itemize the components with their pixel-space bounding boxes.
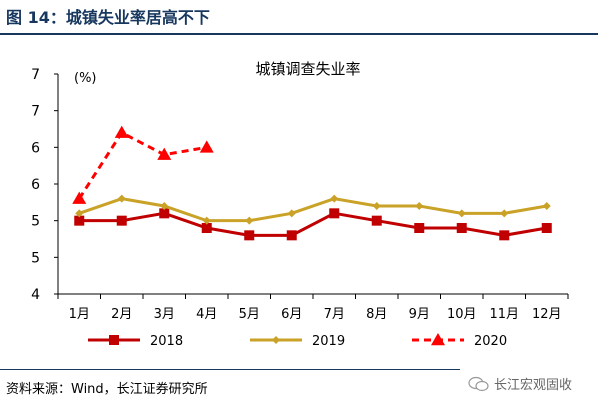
- data-point-2020: [114, 125, 129, 138]
- series-2019: [75, 194, 551, 225]
- legend-item-2019: 2019: [250, 334, 345, 349]
- y-tick-label: 4: [31, 287, 40, 303]
- x-tick-label: 8月: [366, 307, 387, 322]
- y-axis-unit: (%): [74, 71, 97, 86]
- x-tick-label: 11月: [489, 307, 519, 322]
- data-point-2018: [329, 208, 340, 219]
- legend-swatch-marker: [272, 336, 280, 344]
- legend-item-2018: 2018: [88, 334, 183, 349]
- title-divider: [0, 33, 598, 35]
- y-tick-label: 6: [31, 140, 40, 156]
- y-tick-label: 7: [31, 104, 40, 120]
- data-point-2019: [160, 202, 169, 210]
- legend-item-2020: 2020: [412, 333, 507, 349]
- series-2020: [72, 125, 214, 204]
- watermark-text: 长江宏观固收: [494, 378, 573, 393]
- wechat-icon: [468, 376, 489, 391]
- data-point-2019: [500, 209, 509, 218]
- data-point-2018: [74, 215, 85, 226]
- x-tick-label: 12月: [532, 307, 562, 322]
- x-tick-label: 7月: [324, 307, 345, 322]
- legend-label: 2019: [312, 334, 345, 349]
- axes: 4 5 5 6 6 7 7 1月 2月 3月 4月 5月 6月 7月 8月 9月 10月 11月 12月: [31, 67, 569, 322]
- series-line-2019: [78, 197, 548, 223]
- data-point-2019: [372, 202, 381, 210]
- data-point-2020: [72, 191, 87, 204]
- data-point-2019: [202, 216, 211, 225]
- chart-title: 城镇调查失业率: [255, 60, 360, 78]
- data-point-2018: [159, 208, 170, 219]
- data-point-2019: [330, 194, 339, 203]
- footer-divider: [0, 369, 460, 370]
- data-point-2019: [457, 209, 466, 218]
- data-point-2020: [199, 140, 214, 153]
- data-point-2018: [286, 230, 297, 241]
- data-point-2018: [456, 223, 467, 233]
- data-point-2018: [116, 215, 127, 226]
- y-tick-label: 7: [31, 67, 40, 83]
- series-line-2020: [77, 130, 208, 200]
- y-tick-label: 6: [31, 177, 40, 193]
- x-tick-label: 5月: [239, 307, 260, 322]
- y-tick-label: 5: [31, 214, 40, 230]
- series-line-2018: [79, 211, 548, 237]
- data-point-2019: [542, 202, 551, 210]
- data-point-2019: [287, 209, 296, 218]
- legend-label: 2020: [474, 334, 507, 349]
- x-tick-label: 2月: [111, 307, 132, 322]
- legend: 2018 2019 2020: [88, 333, 507, 349]
- x-tick-label: 3月: [154, 307, 175, 322]
- legend-label: 2018: [150, 334, 183, 349]
- y-tick-label: 5: [31, 250, 40, 266]
- series-layer: [72, 125, 552, 241]
- legend-swatch-marker: [431, 333, 445, 346]
- x-tick-label: 10月: [447, 307, 477, 322]
- x-tick-label: 6月: [281, 307, 302, 322]
- data-point-2019: [117, 194, 126, 203]
- data-point-2018: [371, 215, 382, 226]
- series-2018: [74, 208, 552, 241]
- x-tick-label: 4月: [196, 307, 217, 322]
- data-point-2018: [244, 230, 255, 241]
- x-tick-label: 9月: [409, 307, 430, 322]
- source-note: 资料来源：Wind，长江证券研究所: [6, 382, 208, 397]
- data-point-2019: [245, 216, 254, 225]
- watermark: 长江宏观固收: [468, 374, 572, 393]
- data-point-2018: [541, 223, 552, 233]
- x-tick-label: 1月: [69, 307, 90, 322]
- data-point-2019: [75, 209, 84, 218]
- data-point-2018: [414, 223, 425, 233]
- data-point-2020: [157, 147, 172, 160]
- data-point-2018: [499, 230, 510, 241]
- figure-title: 图 14：城镇失业率居高不下: [6, 8, 210, 27]
- data-point-2018: [201, 223, 212, 233]
- unemployment-chart: 城镇调查失业率 (%) 4 5 5 6 6 7 7 1月 2月 3月 4月 5月 6月 7月 8月 9月 10月…: [31, 60, 569, 349]
- data-point-2019: [415, 202, 424, 210]
- legend-swatch-marker: [109, 335, 119, 345]
